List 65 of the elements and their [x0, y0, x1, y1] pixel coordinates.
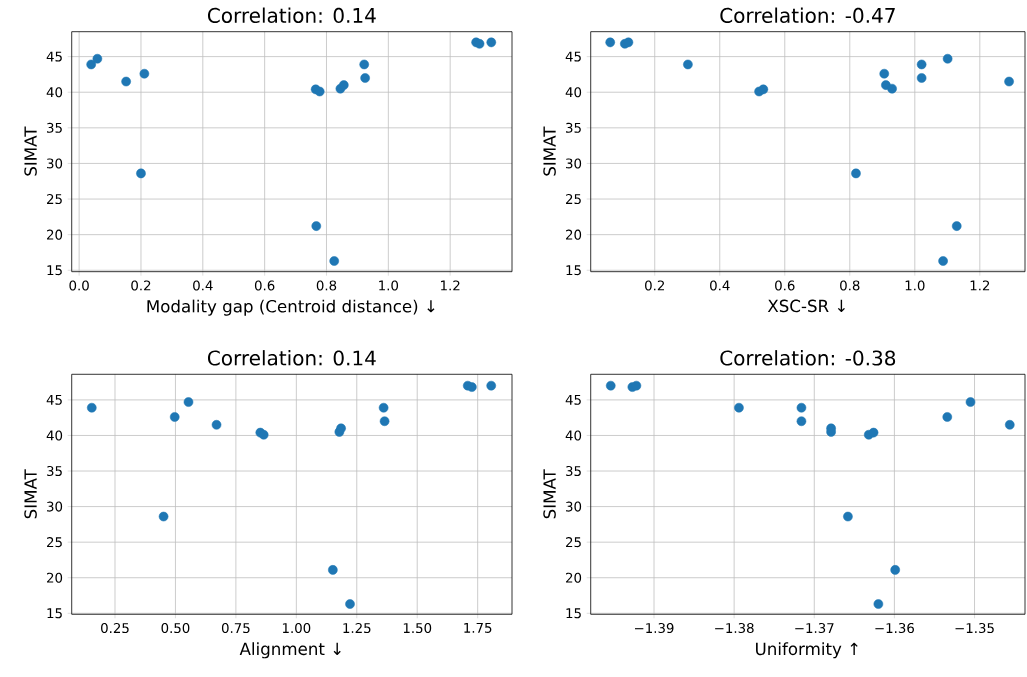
y-tick-label: 25: [566, 193, 581, 205]
chart-title: Correlation: -0.47: [720, 7, 895, 23]
chart-title: Correlation: -0.38: [720, 350, 896, 366]
x-tick-label: 1.75: [464, 622, 492, 633]
y-tick-label: 20: [47, 572, 63, 583]
x-tick-label: −1.38: [715, 622, 754, 634]
y-tick-label: 30: [47, 501, 63, 512]
x-tick-label: 1.2: [441, 280, 460, 291]
y-tick-label: 45: [46, 394, 62, 405]
x-tick-label: 0.6: [254, 280, 275, 291]
chart-title: Correlation: 0.14: [207, 350, 376, 366]
x-tick-label: 0.50: [161, 622, 190, 634]
y-tick-label: 35: [47, 122, 62, 133]
x-tick-label: 1.50: [403, 622, 432, 634]
y-axis-title: SIMAT: [24, 126, 37, 176]
x-tick-label: 0.8: [316, 280, 337, 291]
y-axis-title: SIMAT: [24, 469, 37, 519]
x-axis-title: Uniformity ↑: [756, 642, 858, 659]
y-tick-label: 15: [566, 608, 581, 619]
y-tick-label: 40: [565, 430, 582, 441]
x-tick-label: 0.0: [69, 280, 89, 291]
y-tick-label: 45: [46, 51, 62, 62]
y-tick-label: 35: [566, 465, 581, 477]
y-tick-label: 30: [566, 501, 582, 512]
y-tick-label: 25: [47, 193, 62, 205]
y-tick-label: 15: [566, 265, 581, 276]
x-tick-label: −1.35: [955, 622, 994, 634]
y-tick-label: 35: [47, 465, 62, 477]
y-tick-label: 40: [46, 430, 63, 441]
y-tick-label: 20: [566, 572, 582, 583]
x-tick-label: 0.4: [193, 280, 213, 291]
y-tick-label: 15: [47, 608, 62, 619]
x-tick-label: 0.25: [101, 622, 129, 634]
y-axis-title: SIMAT: [543, 126, 556, 176]
y-tick-label: 15: [47, 265, 62, 276]
x-tick-label: 1.0: [379, 280, 399, 291]
y-axis-title: SIMAT: [543, 469, 556, 519]
y-tick-label: 40: [565, 87, 582, 98]
x-tick-label: 1.2: [970, 280, 990, 291]
y-tick-label: 30: [566, 158, 582, 169]
x-tick-label: 1.25: [343, 622, 371, 634]
y-tick-label: 20: [47, 229, 63, 240]
x-tick-label: 1.00: [282, 622, 311, 634]
x-tick-label: 0.75: [221, 622, 250, 634]
x-tick-label: −1.39: [635, 622, 674, 634]
x-tick-label: 0.2: [131, 280, 151, 291]
y-tick-label: 40: [46, 87, 63, 98]
chart-title: Correlation: 0.14: [207, 7, 376, 23]
y-tick-label: 25: [566, 537, 581, 548]
y-tick-label: 45: [565, 394, 581, 405]
x-tick-label: 0.6: [775, 280, 795, 291]
x-tick-label: 1.0: [905, 280, 925, 291]
x-axis-title: Alignment ↓: [239, 642, 341, 659]
x-tick-label: 0.2: [645, 280, 665, 291]
x-axis-title: XSC-SR ↓: [767, 299, 845, 313]
y-tick-label: 25: [47, 537, 62, 548]
x-axis-title: Modality gap (Centroid distance) ↓: [147, 299, 435, 316]
x-tick-label: 0.4: [710, 280, 730, 291]
y-tick-label: 35: [566, 122, 581, 133]
x-tick-label: −1.37: [795, 622, 834, 634]
y-tick-label: 30: [47, 158, 63, 169]
y-tick-label: 45: [565, 51, 581, 62]
x-tick-label: 0.8: [840, 280, 860, 291]
y-tick-label: 20: [566, 229, 582, 240]
x-tick-label: −1.36: [875, 622, 914, 634]
